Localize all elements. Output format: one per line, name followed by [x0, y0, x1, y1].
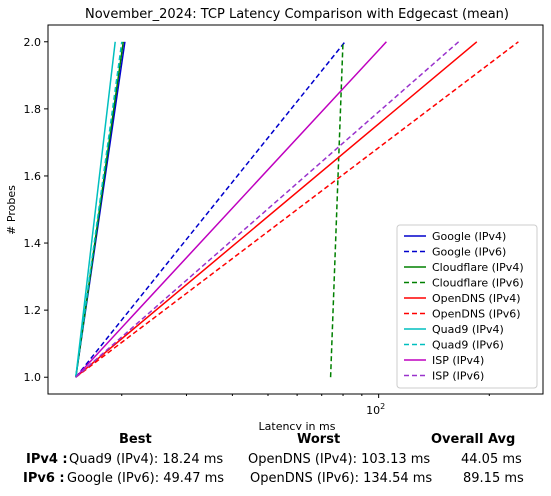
y-tick-label: 2.0 [24, 36, 42, 49]
legend-label: OpenDNS (IPv6) [432, 308, 521, 321]
x-axis-label: Latency in ms [259, 420, 336, 430]
legend: Google (IPv4) Google (IPv6) Cloudflare (IP… [396, 224, 538, 389]
legend-label: Google (IPv4) [432, 230, 506, 243]
summary-header-avg: Overall Avg [431, 432, 516, 447]
series-line [75, 41, 123, 378]
legend-label: Cloudflare (IPv6) [432, 277, 524, 290]
series-line [75, 41, 519, 378]
summary-header-worst: Worst [297, 432, 341, 447]
chart-title: November_2024: TCP Latency Comparison wi… [85, 7, 509, 22]
summary-worst-value: OpenDNS (IPv4): 103.13 ms [248, 452, 431, 467]
series-line [75, 41, 460, 378]
x-tick-label: 102 [366, 402, 385, 417]
y-axis: 1.0 1.2 1.4 1.6 1.8 2.0 [24, 36, 48, 384]
series-line [75, 41, 478, 378]
y-tick-label: 1.2 [24, 304, 42, 317]
legend-label: OpenDNS (IPv4) [432, 292, 521, 305]
summary-best-value: Google (IPv6): 49.47 ms [67, 471, 225, 486]
series-lines [75, 41, 519, 378]
y-tick-label: 1.8 [24, 103, 42, 116]
x-axis: 102 [121, 394, 490, 417]
y-axis-label: # Probes [5, 185, 18, 235]
summary-row-label: IPv6 : [23, 471, 65, 486]
series-line [75, 41, 387, 378]
legend-label: Google (IPv6) [432, 246, 506, 259]
legend-label: ISP (IPv6) [432, 370, 484, 383]
latency-chart: November_2024: TCP Latency Comparison wi… [5, 7, 544, 430]
y-tick-label: 1.6 [24, 170, 42, 183]
y-tick-label: 1.0 [24, 371, 42, 384]
summary-best-value: Quad9 (IPv4): 18.24 ms [69, 452, 224, 467]
series-line [75, 41, 116, 378]
summary-worst-value: OpenDNS (IPv6): 134.54 ms [250, 471, 433, 486]
plot-area [47, 24, 544, 395]
legend-box [396, 224, 538, 389]
y-tick-label: 1.4 [24, 237, 42, 250]
summary-avg-value: 89.15 ms [463, 471, 524, 486]
summary-row-label: IPv4 : [26, 452, 68, 467]
summary-avg-value: 44.05 ms [461, 452, 522, 467]
summary-header-best: Best [119, 432, 152, 447]
legend-label: Cloudflare (IPv4) [432, 261, 524, 274]
legend-label: Quad9 (IPv6) [432, 339, 504, 352]
legend-label: ISP (IPv4) [432, 354, 484, 367]
legend-label: Quad9 (IPv4) [432, 323, 504, 336]
series-line [329, 41, 344, 378]
